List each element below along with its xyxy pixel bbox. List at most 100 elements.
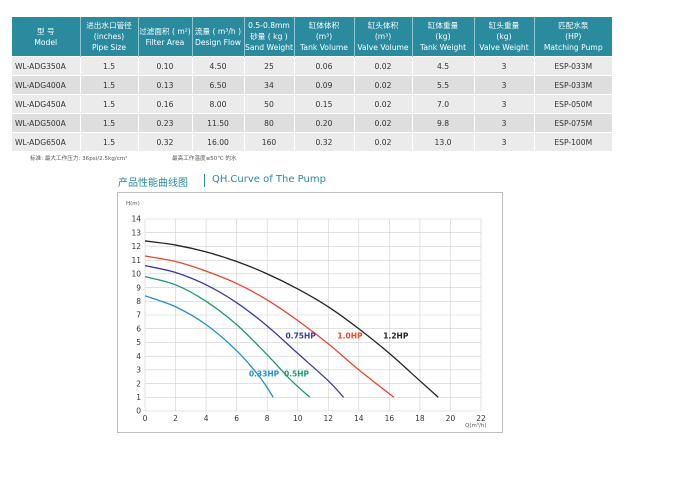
table-cell: 13.0 (412, 132, 475, 151)
table-cell: 0.32 (294, 132, 355, 151)
table-header-cell: 流量 ( m³/h ) Design Flow (192, 17, 245, 57)
x-tick-label: 22 (476, 414, 486, 423)
table-header-cell: 缸体体积 (m³) Tank Volume (294, 17, 355, 57)
series-label: 0.5HP (284, 370, 310, 379)
header-text-zh: 进出水口管径 (86, 21, 132, 30)
series-label: 1.0HP (337, 331, 363, 340)
y-tick-label: 0 (136, 407, 141, 416)
header-text-en: (kg) (496, 32, 512, 41)
table-cell: 0.02 (354, 94, 413, 114)
table-cell: 5.5 (412, 75, 475, 95)
header-text-en: (m³) (374, 32, 392, 41)
note-working-temperature: 最高工作温度≤50℃ 的水 (172, 156, 237, 162)
table-cell: 50 (244, 94, 295, 114)
table-cell: 16.00 (192, 132, 245, 151)
x-tick-label: 14 (354, 414, 364, 423)
table-cell: 0.13 (138, 75, 193, 95)
model-cell: WL-ADG350A (12, 56, 81, 76)
table-cell: 34 (244, 75, 295, 95)
table-cell: 0.02 (354, 75, 413, 95)
chart-series-labels: 0.33HP 0.5HP 0.75HP 1.0HP 1.2HP (249, 331, 409, 378)
x-tick-label: 16 (385, 414, 395, 423)
spec-table: 型 号 Model 进出水口管径 (inches) Pipe Size 过滤面积 ( m²… (12, 17, 612, 151)
header-text-en: Model (34, 37, 58, 47)
pump-curve-chart: H(m) Q(m³/h) 0 2 4 6 8 10 12 14 16 18 20 22 0 1 2 3 4 5 6 7 8… (117, 192, 503, 433)
y-tick-label: 11 (131, 256, 141, 265)
table-cell: 0.20 (294, 113, 355, 133)
table-cell: 0.15 (294, 94, 355, 114)
table-cell: 6.50 (192, 75, 245, 95)
x-tick-label: 10 (293, 414, 303, 423)
series-line-05hp (144, 275, 311, 398)
header-text-en: Design Flow (195, 37, 241, 47)
y-tick-label: 5 (136, 338, 141, 347)
chart-grid (144, 218, 482, 412)
y-tick-label: 8 (136, 297, 141, 306)
header-text-en2: Pipe Size (91, 43, 127, 52)
table-body: WL-ADG350A 1.5 0.10 4.50 25 0.06 0.02 4.5 3 ESP-0… (12, 56, 612, 151)
header-text-zh: 缸体重量 (427, 21, 459, 30)
series-line-033hp (144, 295, 274, 398)
table-cell: 1.5 (80, 113, 139, 133)
note-working-pressure: 标准: 最大工作压力: 36psi/2.5kg/cm² (30, 156, 128, 162)
y-tick-label: 10 (131, 270, 141, 279)
table-header-cell: 进出水口管径 (inches) Pipe Size (80, 17, 139, 57)
y-tick-label: 14 (131, 215, 141, 224)
x-tick-label: 2 (173, 414, 178, 423)
table-cell: 80 (244, 113, 295, 133)
header-text-en2: Valve Weight (479, 43, 529, 52)
table-cell: 0.02 (354, 56, 413, 76)
y-tick-label: 4 (136, 352, 141, 361)
y-tick-label: 12 (131, 242, 141, 251)
table-header-cell: 缸头重量 (kg) Valve Weight (474, 17, 535, 57)
chart-title-en: QH.Curve of The Pump (212, 174, 326, 185)
header-text-en2: Matching Pump (543, 43, 603, 52)
model-cell: WL-ADG400A (12, 75, 81, 95)
chart-series (144, 240, 439, 398)
table-cell: 0.16 (138, 94, 193, 114)
chart-svg: H(m)Q(m³/h) 0 2 4 6 8 10 12 14 16 18 20 22012345678… (126, 201, 487, 429)
table-header-cell: 缸头体积 (m³) Valve Volume (354, 17, 413, 57)
header-text-en2: Sand Weight (245, 43, 293, 52)
table-cell: 1.5 (80, 132, 139, 151)
x-tick-label: 0 (143, 414, 148, 423)
table-cell: 25 (244, 56, 295, 76)
table-row: WL-ADG650A 1.5 0.32 16.00 160 0.32 0.02 13.0 3 ES… (12, 132, 612, 151)
table-cell: 3 (474, 56, 535, 76)
header-text-zh: 匹配水泵 (558, 21, 589, 30)
table-cell: 0.02 (354, 132, 413, 151)
table-cell: 3 (474, 75, 535, 95)
table-cell: 3 (474, 132, 535, 151)
table-row: WL-ADG500A 1.5 0.23 11.50 80 0.20 0.02 9.8 3 ESP-… (12, 113, 612, 133)
table-row: WL-ADG400A 1.5 0.13 6.50 34 0.09 0.02 5.5 3 ESP-0… (12, 75, 612, 95)
table-cell: 160 (244, 132, 295, 151)
table-cell: ESP-075M (534, 113, 612, 133)
y-tick-label: 7 (136, 311, 141, 320)
table-cell: ESP-050M (534, 94, 612, 114)
header-text-en: 砂量 ( kg ) (250, 32, 288, 41)
table-cell: 4.50 (192, 56, 245, 76)
table-cell: 0.23 (138, 113, 193, 133)
x-tick-label: 12 (323, 414, 333, 423)
table-cell: 1.5 (80, 94, 139, 114)
header-text-en2: Valve Volume (357, 43, 409, 52)
header-text-en2: Tank Volume (300, 43, 348, 52)
table-cell: 0.32 (138, 132, 193, 151)
series-label: 0.33HP (249, 370, 280, 379)
header-text-zh: 过滤面积 ( m²) (139, 26, 191, 36)
x-axis-label: Q(m³/h) (465, 422, 487, 429)
table-cell: 0.06 (294, 56, 355, 76)
table-header-cell: 0.5-0.8mm 砂量 ( kg ) Sand Weight (244, 17, 295, 57)
header-text-zh: 缸体体积 (308, 21, 340, 30)
table-cell: 1.5 (80, 75, 139, 95)
table-cell: 0.02 (354, 113, 413, 133)
header-text-en: (m³) (315, 32, 333, 41)
x-tick-label: 4 (204, 414, 209, 423)
header-text-zh: 缸头重量 (488, 21, 520, 30)
table-cell: 3 (474, 94, 535, 114)
table-cell: 9.8 (412, 113, 475, 133)
table-header-cell: 匹配水泵 (HP) Matching Pump (534, 17, 612, 57)
table-header-cell: 型 号 Model (12, 17, 81, 57)
y-axis-label: H(m) (126, 201, 140, 207)
